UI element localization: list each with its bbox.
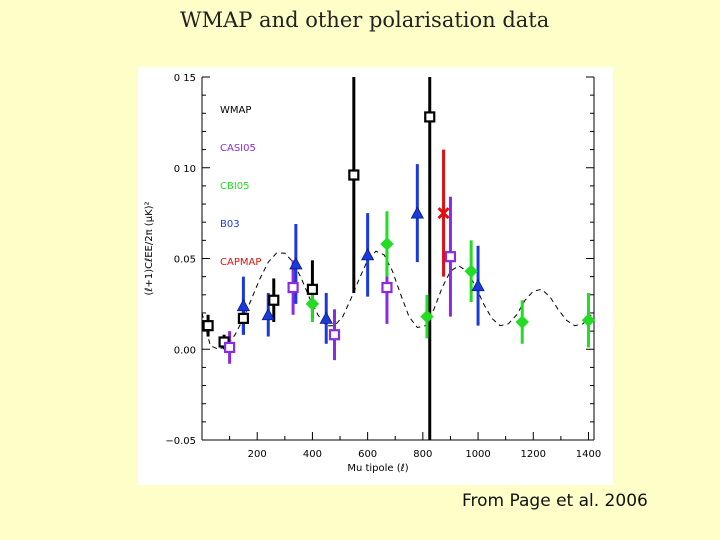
- y-tick-label: −0.05: [165, 436, 196, 447]
- b03-point: [319, 311, 333, 324]
- y-tick-label: 0.00: [174, 345, 196, 356]
- wmap-point: [237, 312, 250, 324]
- cbi05-point: [420, 309, 434, 324]
- b03-point: [261, 307, 275, 321]
- casi05-point: [444, 251, 457, 263]
- wmap-point: [306, 283, 319, 295]
- x-tick-label: 1400: [576, 449, 601, 460]
- credit-text: From Page et al. 2006: [462, 491, 648, 511]
- chart-panel: −0.05 0.00 0.05 0 10 0 15 200 400 600 800 1000 120…: [138, 67, 613, 485]
- x-axis-label: Mu tipole (ℓ): [347, 463, 408, 474]
- legend-cbi05: CBI05: [220, 181, 250, 192]
- legend-wmap: WMAP: [220, 105, 251, 116]
- cbi05-point: [305, 297, 320, 311]
- slide-title: WMAP and other polarisation data: [180, 8, 550, 32]
- cbi05-point: [380, 237, 394, 251]
- polarisation-chart: −0.05 0.00 0.05 0 10 0 15 200 400 600 800 1000 120…: [144, 73, 601, 474]
- y-tick-label: 0 15: [174, 73, 196, 84]
- y-tick-label: 0 10: [174, 164, 196, 175]
- b03-point: [410, 206, 424, 219]
- x-tick-label: 800: [413, 449, 432, 460]
- casi05-point: [224, 341, 236, 354]
- wmap-point: [348, 169, 360, 181]
- cbi05-point: [581, 313, 596, 327]
- x-tick-label: 600: [358, 449, 377, 460]
- b03-point: [360, 248, 375, 261]
- cbi05-point: [515, 315, 529, 329]
- legend-capmap: CAPMAP: [220, 257, 261, 268]
- casi05-point: [328, 329, 341, 341]
- x-tick-label: 200: [248, 449, 267, 460]
- y-axis-label: (ℓ+1)CℓEE/2π (μK)²: [144, 201, 155, 295]
- x-tick-label: 1200: [521, 449, 546, 460]
- b03-point: [289, 257, 303, 270]
- legend-casi05: CASI05: [220, 143, 256, 154]
- legend-b03: B03: [220, 219, 240, 230]
- y-tick-label: 0.05: [174, 255, 196, 266]
- x-tick-label: 400: [303, 449, 322, 460]
- casi05-point: [287, 281, 299, 294]
- cbi05-point: [464, 264, 478, 278]
- casi05-point: [381, 281, 393, 294]
- capmap-point: [437, 207, 450, 220]
- wmap-point: [202, 320, 214, 332]
- wmap-point: [268, 294, 280, 306]
- b03-point: [236, 298, 251, 312]
- wmap-point: [424, 111, 436, 123]
- x-tick-label: 1000: [465, 449, 490, 460]
- b03-point: [471, 278, 485, 292]
